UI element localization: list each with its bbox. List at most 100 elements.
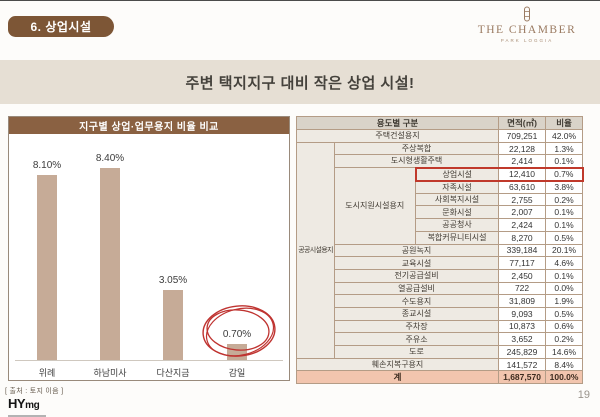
table-cell: 0.1%	[545, 218, 584, 232]
table-row: 도시형생활주택 2,414 0.1%	[297, 154, 584, 169]
section-badge: 6. 상업시설	[8, 16, 114, 37]
chart-bar	[100, 168, 120, 360]
table-row: 훼손지복구용지 141,572 8.4%	[295, 357, 584, 372]
brand-emblem-icon	[524, 6, 530, 22]
table-row: 문화시설 2,007 0.1%	[297, 205, 584, 220]
table-cell: 도시형생활주택	[333, 154, 500, 169]
table-row: 종교시설 9,093 0.5%	[297, 306, 584, 321]
table-cell: 문화시설	[414, 205, 500, 220]
x-axis-line	[15, 360, 283, 361]
page-number: 19	[577, 389, 590, 401]
table-cell: 0.7%	[545, 166, 584, 182]
table-cell: 722	[498, 281, 547, 296]
table-cell: 주차장	[333, 319, 500, 334]
table-cell: 10,873	[498, 319, 547, 334]
chart-bar-value-label: 3.05%	[158, 275, 188, 286]
emphasis-circle-annotation	[202, 305, 276, 357]
table-cell: 공공청사	[414, 218, 500, 232]
top-divider-line	[0, 0, 600, 1]
table-cell: 0.1%	[545, 154, 584, 169]
table-cell: 1.9%	[545, 294, 584, 308]
chart-title: 지구별 상업·업무용지 비율 비교	[9, 117, 289, 134]
table-cell: 8.4%	[545, 357, 584, 372]
land-use-table: 용도별 구분 면적(㎡) 비율 주택건설용지 709,251 42.0% 공공시설용지 주상…	[295, 116, 584, 385]
table-cell: 0.5%	[545, 306, 584, 321]
table-header-cell: 면적(㎡)	[498, 116, 547, 130]
table-row: 전기공급설비 2,450 0.1%	[297, 268, 584, 283]
chart-source-note: [ 출처 : 토지 이음 ]	[5, 388, 64, 395]
table-row: 주유소 3,652 0.2%	[297, 332, 584, 346]
table-cell: 2,424	[498, 218, 547, 232]
chart-x-axis-label: 감일	[228, 368, 246, 378]
table-header-cell: 비율	[545, 116, 584, 130]
chart-bar	[163, 290, 183, 360]
table-cell: 3,652	[498, 332, 547, 346]
chart-x-axis-label: 하남미사	[93, 368, 127, 378]
table-cell: 0.5%	[545, 230, 584, 245]
table-cell: 31,809	[498, 294, 547, 308]
table-cell: 2,450	[498, 268, 547, 283]
table-cell: 0.2%	[545, 192, 584, 207]
brand-subname: PARK LOGGIA	[500, 38, 554, 43]
table-row: 도시지원시설용지 상업시설 12,410 0.7%	[297, 166, 584, 245]
table-cell: 709,251	[498, 129, 547, 143]
table-cell: 계	[295, 370, 500, 385]
table-cell: 100.0%	[545, 370, 584, 385]
table-cell: 0.1%	[545, 268, 584, 283]
chart-x-axis-label: 다산지금	[156, 368, 190, 378]
table-cell: 교육시설	[333, 256, 500, 270]
chart-bar-value-label: 8.10%	[32, 160, 62, 171]
table-cell: 2,007	[498, 205, 547, 220]
table-cell: 8,270	[498, 230, 547, 245]
table-cell: 공공시설용지	[296, 141, 335, 359]
table-cell: 4.6%	[545, 256, 584, 270]
table-cell: 종교시설	[333, 306, 500, 321]
section-badge-label: 6. 상업시설	[30, 20, 92, 34]
table-header-row: 용도별 구분 면적(㎡) 비율	[295, 116, 584, 130]
company-logo-sub: mg	[25, 400, 40, 411]
table-header-cell: 용도별 구분	[295, 116, 500, 130]
table-cell: 2,414	[498, 154, 547, 169]
table-cell: 22,128	[498, 141, 547, 156]
table-cell: 12,410	[498, 166, 547, 182]
table-row: 계 1,687,570 100.0%	[295, 370, 584, 385]
table-row: 공공시설용지 주상복합 22,128 1.3%	[296, 141, 584, 359]
land-use-table-body: 주택건설용지 709,251 42.0% 공공시설용지 주상복합 22,128 1.3% 도시…	[295, 129, 584, 385]
table-cell: 339,184	[498, 243, 547, 258]
chart-bar-value-label: 0.70%	[222, 329, 252, 340]
chart-bar	[37, 175, 57, 360]
table-row: 교육시설 77,117 4.6%	[297, 256, 584, 270]
table-cell: 2,755	[498, 192, 547, 207]
table-row: 열공급설비 722 0.0%	[297, 281, 584, 296]
table-cell: 14.6%	[545, 345, 584, 359]
table-row: 공공청사 2,424 0.1%	[297, 218, 584, 232]
table-cell: 상업시설	[414, 166, 500, 182]
table-cell: 141,572	[498, 357, 547, 372]
table-cell: 0.6%	[545, 319, 584, 334]
table-cell: 9,093	[498, 306, 547, 321]
table-cell: 사회복지시설	[414, 192, 500, 207]
table-cell: 0.0%	[545, 281, 584, 296]
brand-name: THE CHAMBER	[477, 24, 577, 36]
table-row: 도로 245,829 14.6%	[297, 345, 584, 359]
table-row: 공원녹지 339,184 20.1%	[297, 243, 584, 258]
table-cell: 0.2%	[545, 332, 584, 346]
table-row: 주택건설용지 709,251 42.0%	[295, 129, 584, 143]
table-cell: 245,829	[498, 345, 547, 359]
table-cell: 63,610	[498, 180, 547, 194]
table-cell: 1.3%	[545, 141, 584, 156]
table-cell: 도시지원시설용지	[334, 167, 416, 245]
table-cell: 3.8%	[545, 180, 584, 194]
company-logo: HYmg	[8, 395, 46, 417]
slide-title-banner: 주변 택지지구 대비 작은 상업 시설!	[0, 60, 600, 104]
table-cell: 42.0%	[545, 129, 584, 143]
land-use-table-head: 용도별 구분 면적(㎡) 비율	[295, 116, 584, 130]
chart-bar-value-label: 8.40%	[95, 153, 125, 164]
chart-x-axis-label: 위례	[38, 368, 56, 378]
table-row: 수도용지 31,809 1.9%	[297, 294, 584, 308]
table-cell: 훼손지복구용지	[295, 357, 500, 372]
table-row: 자족시설 63,610 3.8%	[297, 180, 584, 194]
table-row: 사회복지시설 2,755 0.2%	[297, 192, 584, 207]
table-cell: 공원녹지	[333, 243, 500, 258]
table-cell: 1,687,570	[498, 370, 547, 385]
